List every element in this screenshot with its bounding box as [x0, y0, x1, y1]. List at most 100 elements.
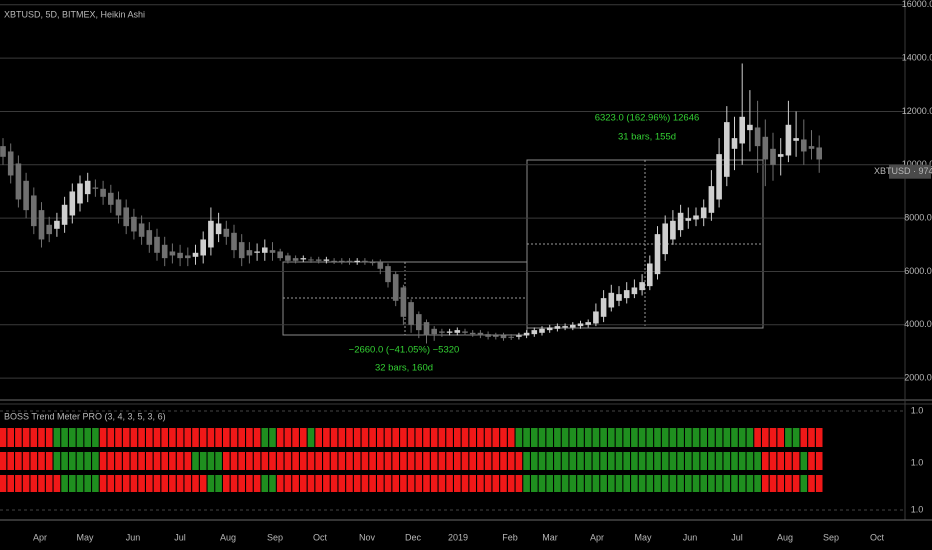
candle-body	[254, 251, 260, 253]
trend-block	[7, 452, 14, 470]
x-tick-label: Sep	[267, 532, 283, 542]
annotation: 6323.0 (162.96%) 12646	[595, 113, 700, 124]
trend-block	[538, 428, 546, 447]
trend-block	[230, 428, 238, 447]
candle-body	[485, 334, 491, 337]
trend-block	[569, 475, 577, 492]
candle-body	[816, 147, 822, 160]
trend-block	[669, 475, 677, 492]
candle-body	[339, 260, 345, 262]
x-tick-label: Jun	[126, 532, 141, 542]
trend-block	[99, 475, 107, 492]
candle-body	[69, 191, 76, 216]
trend-block	[130, 452, 138, 470]
candle-body	[462, 331, 468, 333]
x-tick-label: May	[76, 532, 94, 542]
trend-block	[84, 452, 91, 470]
trend-block	[223, 475, 230, 492]
trend-block	[554, 475, 561, 492]
candle-body	[585, 322, 591, 325]
candle-body	[546, 327, 553, 331]
candle-body	[600, 298, 607, 317]
trend-block	[500, 428, 507, 447]
trend-block	[300, 475, 307, 492]
trend-block	[215, 428, 222, 447]
trend-block	[754, 428, 761, 447]
trend-block	[638, 475, 646, 492]
candle-body	[300, 258, 307, 260]
trend-block	[407, 428, 415, 447]
trend-block	[61, 475, 68, 492]
trend-block	[561, 452, 569, 470]
trend-block	[353, 428, 361, 447]
trend-block	[692, 475, 700, 492]
trend-block	[515, 428, 523, 447]
trend-block	[531, 428, 538, 447]
x-tick-label: Apr	[33, 532, 47, 542]
candle-body	[200, 239, 206, 256]
trend-block	[407, 452, 415, 470]
indicator-axis-label: 1.0	[911, 405, 924, 415]
trend-block	[538, 452, 546, 470]
trend-block	[276, 475, 284, 492]
candle-body	[554, 326, 561, 329]
trend-block	[484, 428, 492, 447]
candle-body	[693, 215, 699, 220]
trend-block	[15, 428, 22, 447]
trend-block	[284, 428, 292, 447]
trend-block	[500, 475, 507, 492]
trend-block	[230, 475, 238, 492]
trend-block	[669, 428, 677, 447]
trend-block	[677, 475, 684, 492]
trend-block	[307, 452, 315, 470]
trend-block	[184, 452, 192, 470]
candle-body	[608, 292, 615, 308]
trend-block	[785, 475, 792, 492]
candle-body	[285, 255, 291, 261]
trend-block	[608, 475, 615, 492]
trend-block	[92, 452, 99, 470]
trend-block	[723, 428, 731, 447]
trend-block	[377, 452, 384, 470]
candle-body	[38, 210, 45, 240]
trend-block	[377, 475, 384, 492]
trend-block	[723, 475, 731, 492]
trend-block	[253, 475, 261, 492]
candle-body	[408, 302, 414, 325]
candle-body	[446, 331, 453, 333]
trend-block	[38, 452, 45, 470]
trend-block	[169, 475, 176, 492]
annotation: 31 bars, 155d	[618, 132, 676, 143]
trend-block	[369, 452, 376, 470]
trend-block	[808, 475, 815, 492]
candle-body	[323, 259, 330, 261]
candle-body	[616, 294, 622, 301]
trend-block	[153, 475, 161, 492]
trend-block	[592, 475, 600, 492]
trend-block	[615, 452, 623, 470]
trend-block	[161, 428, 168, 447]
last-price-label: XBTUSD · 9741.0	[874, 166, 932, 176]
trend-block	[577, 428, 584, 447]
annotation: −2660.0 (−41.05%) −5320	[349, 345, 460, 356]
trend-block	[507, 475, 515, 492]
candle-body	[161, 244, 168, 259]
trend-block	[554, 428, 561, 447]
trend-block	[246, 452, 253, 470]
trend-block	[53, 452, 61, 470]
trend-block	[808, 452, 815, 470]
trend-block	[292, 428, 299, 447]
candle-body	[570, 324, 576, 328]
trend-block	[469, 475, 476, 492]
trend-block	[238, 452, 245, 470]
candle-body	[493, 335, 499, 337]
trend-block	[746, 428, 754, 447]
y-tick-label: 2000.0	[904, 373, 932, 383]
trend-block	[461, 452, 469, 470]
trend-block	[608, 428, 615, 447]
trend-block	[169, 452, 176, 470]
trend-block	[99, 452, 107, 470]
trend-block	[269, 428, 276, 447]
trend-block	[84, 475, 91, 492]
